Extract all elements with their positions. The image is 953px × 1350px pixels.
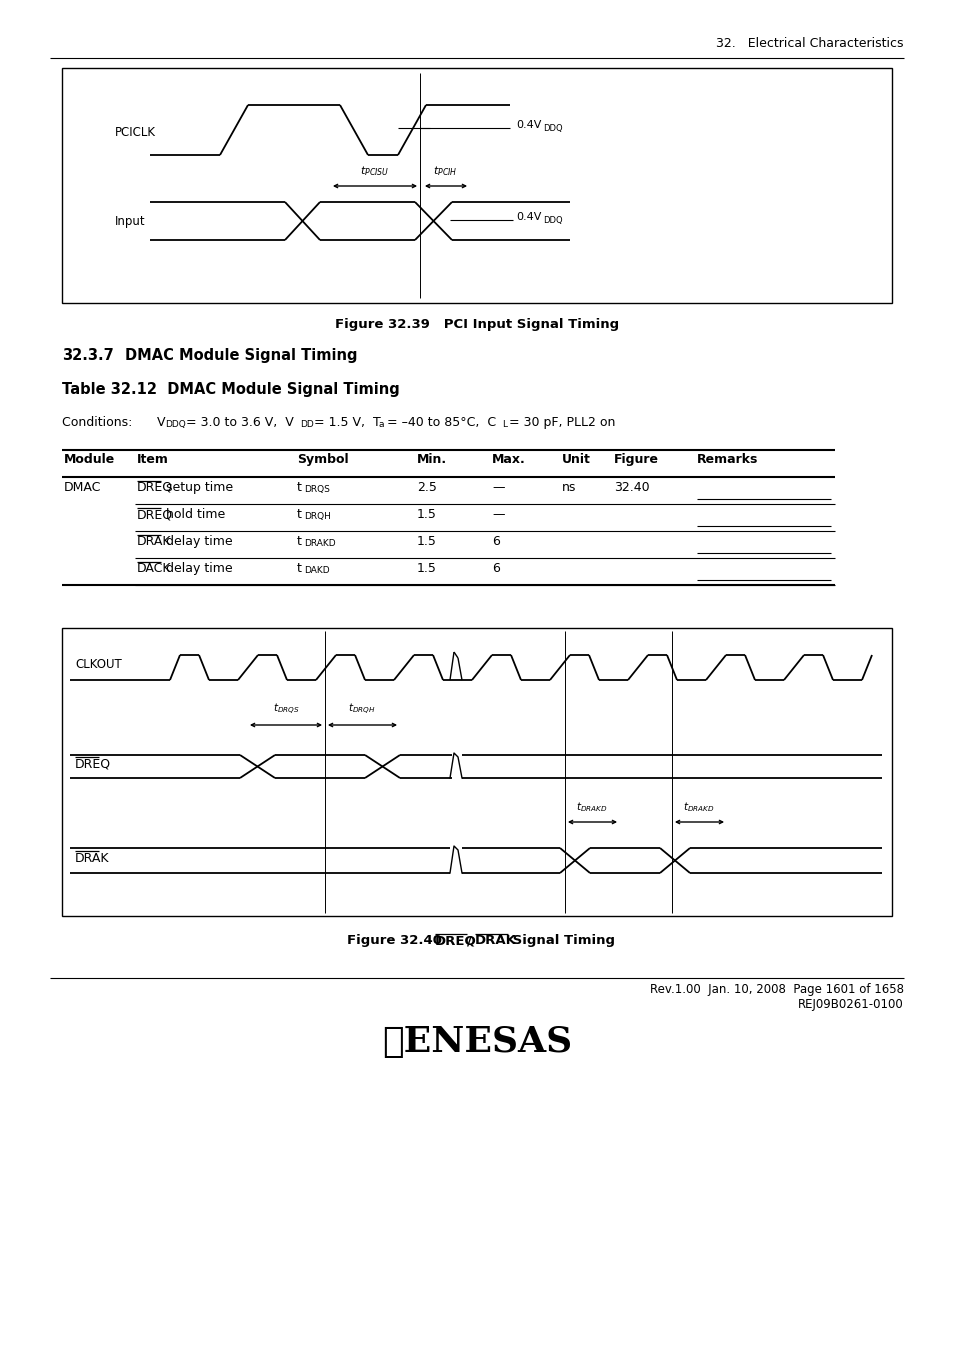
- Text: DREQ: DREQ: [137, 508, 172, 521]
- Text: DMAC: DMAC: [64, 481, 101, 494]
- Text: DREQ: DREQ: [137, 481, 172, 494]
- Text: 0.4V: 0.4V: [516, 212, 540, 221]
- Text: V: V: [157, 416, 165, 429]
- Text: $t_{DRQH}$: $t_{DRQH}$: [348, 702, 375, 717]
- Text: DREQ: DREQ: [435, 934, 476, 946]
- Text: t: t: [296, 562, 301, 575]
- Text: DMAC Module Signal Timing: DMAC Module Signal Timing: [125, 348, 357, 363]
- Text: 32.   Electrical Characteristics: 32. Electrical Characteristics: [716, 36, 903, 50]
- Text: Signal Timing: Signal Timing: [507, 934, 615, 946]
- Text: $t_{DRAKD}$: $t_{DRAKD}$: [682, 801, 714, 814]
- Text: = 30 pF, PLL2 on: = 30 pF, PLL2 on: [509, 416, 615, 429]
- Text: $t_{DRQS}$: $t_{DRQS}$: [273, 702, 299, 717]
- Text: 1.5: 1.5: [416, 535, 436, 548]
- Text: Min.: Min.: [416, 454, 447, 466]
- Text: $t_{PCIH}$: $t_{PCIH}$: [433, 165, 456, 178]
- Text: DDQ: DDQ: [165, 420, 186, 429]
- Text: DDQ: DDQ: [542, 216, 562, 225]
- Text: delay time: delay time: [161, 562, 232, 575]
- Text: DRAK: DRAK: [137, 535, 172, 548]
- Text: DRAK: DRAK: [75, 852, 110, 864]
- Text: 1.5: 1.5: [416, 562, 436, 575]
- Bar: [62, 628, 891, 917]
- Text: PCICLK: PCICLK: [115, 127, 156, 139]
- Text: delay time: delay time: [161, 535, 232, 548]
- Text: hold time: hold time: [161, 508, 225, 521]
- Text: DAKD: DAKD: [304, 566, 330, 575]
- Text: DRAKD: DRAKD: [304, 539, 335, 548]
- Text: ns: ns: [561, 481, 576, 494]
- Text: /: /: [467, 934, 472, 946]
- Text: DRQS: DRQS: [304, 485, 330, 494]
- Text: Input: Input: [115, 215, 146, 228]
- Text: DD: DD: [299, 420, 314, 429]
- Text: t: t: [296, 535, 301, 548]
- Text: = 3.0 to 3.6 V,  V: = 3.0 to 3.6 V, V: [186, 416, 294, 429]
- Text: REJ09B0261-0100: REJ09B0261-0100: [798, 998, 903, 1011]
- Text: t: t: [296, 481, 301, 494]
- Text: Figure 32.39   PCI Input Signal Timing: Figure 32.39 PCI Input Signal Timing: [335, 319, 618, 331]
- Text: setup time: setup time: [161, 481, 233, 494]
- Text: Item: Item: [137, 454, 169, 466]
- Text: 32.40: 32.40: [614, 481, 649, 494]
- Text: 2.5: 2.5: [416, 481, 436, 494]
- Text: Conditions:: Conditions:: [62, 416, 140, 429]
- Text: DREQ: DREQ: [75, 757, 111, 771]
- Text: 1.5: 1.5: [416, 508, 436, 521]
- Text: Symbol: Symbol: [296, 454, 348, 466]
- Text: = –40 to 85°C,  C: = –40 to 85°C, C: [387, 416, 496, 429]
- Text: = 1.5 V,  T: = 1.5 V, T: [314, 416, 380, 429]
- Text: $t_{PCISU}$: $t_{PCISU}$: [360, 165, 389, 178]
- Text: 32.3.7: 32.3.7: [62, 348, 113, 363]
- Text: ℜENESAS: ℜENESAS: [381, 1025, 572, 1058]
- Text: Module: Module: [64, 454, 115, 466]
- Text: L: L: [501, 420, 506, 429]
- Bar: [62, 68, 891, 302]
- Text: DACK: DACK: [137, 562, 172, 575]
- Text: Unit: Unit: [561, 454, 590, 466]
- Text: Rev.1.00  Jan. 10, 2008  Page 1601 of 1658: Rev.1.00 Jan. 10, 2008 Page 1601 of 1658: [649, 983, 903, 996]
- Text: t: t: [296, 508, 301, 521]
- Text: Max.: Max.: [492, 454, 525, 466]
- Text: —: —: [492, 508, 504, 521]
- Text: CLKOUT: CLKOUT: [75, 659, 122, 671]
- Text: Table 32.12  DMAC Module Signal Timing: Table 32.12 DMAC Module Signal Timing: [62, 382, 399, 397]
- Text: DRAK: DRAK: [475, 934, 517, 946]
- Text: —: —: [492, 481, 504, 494]
- Text: 6: 6: [492, 535, 499, 548]
- Text: Remarks: Remarks: [697, 454, 758, 466]
- Text: DDQ: DDQ: [542, 124, 562, 134]
- Text: 0.4V: 0.4V: [516, 120, 540, 130]
- Text: a: a: [378, 420, 384, 429]
- Text: Figure: Figure: [614, 454, 659, 466]
- Text: 6: 6: [492, 562, 499, 575]
- Text: $t_{DRAKD}$: $t_{DRAKD}$: [576, 801, 607, 814]
- Text: DRQH: DRQH: [304, 512, 331, 521]
- Text: Figure 32.40: Figure 32.40: [347, 934, 441, 946]
